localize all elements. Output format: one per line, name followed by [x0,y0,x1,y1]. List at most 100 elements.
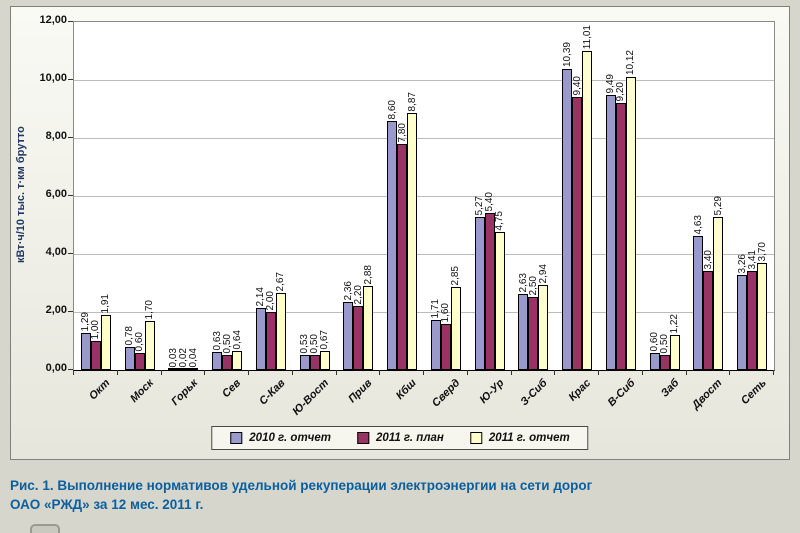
bar [430,320,441,370]
y-axis-tick [68,195,73,196]
bar-value-label: 9,40 [571,75,583,95]
bar-value-label: 0,64 [231,329,243,349]
y-axis-tick [68,369,73,370]
x-axis-tick [510,370,512,375]
x-axis-tick [466,370,468,375]
bar-value-label: 0,50 [659,333,671,353]
bar-group: 4,63 3,40 5,29 [687,22,731,370]
y-axis-tick-label: 6,00 [45,188,67,200]
bar [134,353,145,370]
bar [713,217,724,370]
legend-item: 2011 г. план [357,432,444,444]
bar-group: 8,60 7,80 8,87 [380,22,424,370]
legend-marker [230,432,243,444]
x-axis-label: Моск [128,377,157,405]
x-axis-label: Кбш [393,377,419,403]
bar-value-label: 10,39 [561,41,573,67]
bar-group: 1,29 1,00 1,91 [74,22,118,370]
bar [319,351,330,370]
bar [397,144,408,370]
bar [528,297,539,370]
x-axis-label: Сев [220,377,244,401]
bar-value-label: 1,91 [100,293,112,313]
bar-group: 0,78 0,60 1,70 [118,22,162,370]
bar-group: 2,63 2,50 2,94 [512,22,556,370]
bar [693,236,704,370]
bar-value-label: 10,12 [625,49,637,75]
bar-value-label: 0,50 [221,333,233,353]
bar [363,286,374,370]
y-axis-tick [68,253,73,254]
bar-value-label: 1,00 [90,319,102,339]
bar-value-label: 0,63 [211,330,223,350]
bar-group: 0,63 0,50 0,64 [205,22,249,370]
bar-value-label: 2,20 [352,284,364,304]
rounded-rect-shape [30,524,60,533]
legend: 2010 г. отчет 2011 г. план 2011 г. отчет [211,426,589,450]
chart: кВт·ч/10 тыс. т·км брутто 1,29 1,00 1,91 0,… [10,6,790,460]
bar-group: 10,39 9,40 11,01 [555,22,599,370]
bar-value-label: 4,63 [692,214,704,234]
bar-group: 9,49 9,20 10,12 [599,22,643,370]
x-axis-label: Ю-Ур [477,377,507,407]
bar [737,275,748,370]
bar-value-label: 8,87 [406,91,418,111]
bar [605,95,616,370]
bar [144,321,155,370]
y-axis-tick-label: 10,00 [39,72,67,84]
bar [178,368,189,370]
legend-item: 2010 г. отчет [230,432,331,444]
x-axis-label: Крас [566,377,594,404]
x-axis-label: Горьк [168,377,200,408]
bar-value-label: 7,80 [396,122,408,142]
bar-value-label: 2,00 [265,290,277,310]
bar [343,302,354,370]
bar [232,351,243,370]
bar [222,355,233,370]
y-axis-tick [68,79,73,80]
legend-item: 2011 г. отчет [469,432,570,444]
gridline [74,80,774,81]
bar-value-label: 3,70 [756,241,768,261]
x-axis-tick [773,370,774,375]
x-axis-label: Двост [690,377,725,412]
x-axis-label: Прив [346,377,375,406]
x-axis-tick [379,370,381,375]
y-axis-tick-label: 8,00 [45,130,67,142]
bar-value-label: 0,67 [319,329,331,349]
y-axis-tick-label: 12,00 [39,14,67,26]
bar [659,355,670,370]
bar-value-label: 3,26 [736,253,748,273]
x-axis-tick [116,370,118,375]
x-axis-label: Сверд [429,377,463,410]
bar-value-label: 3,40 [702,249,714,269]
x-axis-label: Сеть [738,377,769,407]
bar [538,285,549,370]
bar-value-label: 2,85 [450,265,462,285]
bar-value-label: 1,70 [144,299,156,319]
legend-marker [469,432,482,444]
bar [353,306,364,370]
bar-group: 0,03 0,02 0,04 [162,22,206,370]
bar-value-label: 2,88 [362,264,374,284]
bar-value-label: 0,60 [134,331,146,351]
bar [757,263,768,370]
bar [309,355,320,370]
bar [518,294,529,370]
bar-group: 2,14 2,00 2,67 [249,22,293,370]
bar [572,97,583,370]
bar [669,335,680,370]
bar-value-label: 11,01 [581,24,593,49]
bar [450,287,461,370]
x-axis-label: З-Сиб [518,377,550,409]
x-axis-tick [335,370,337,375]
bar-group: 0,53 0,50 0,67 [293,22,337,370]
bar [615,103,626,370]
gridline [74,196,774,197]
y-axis-tick [68,137,73,138]
y-axis-tick [68,311,73,312]
y-axis-tick [68,21,73,22]
bar-value-label: 1,60 [440,302,452,322]
x-axis-tick [641,370,643,375]
